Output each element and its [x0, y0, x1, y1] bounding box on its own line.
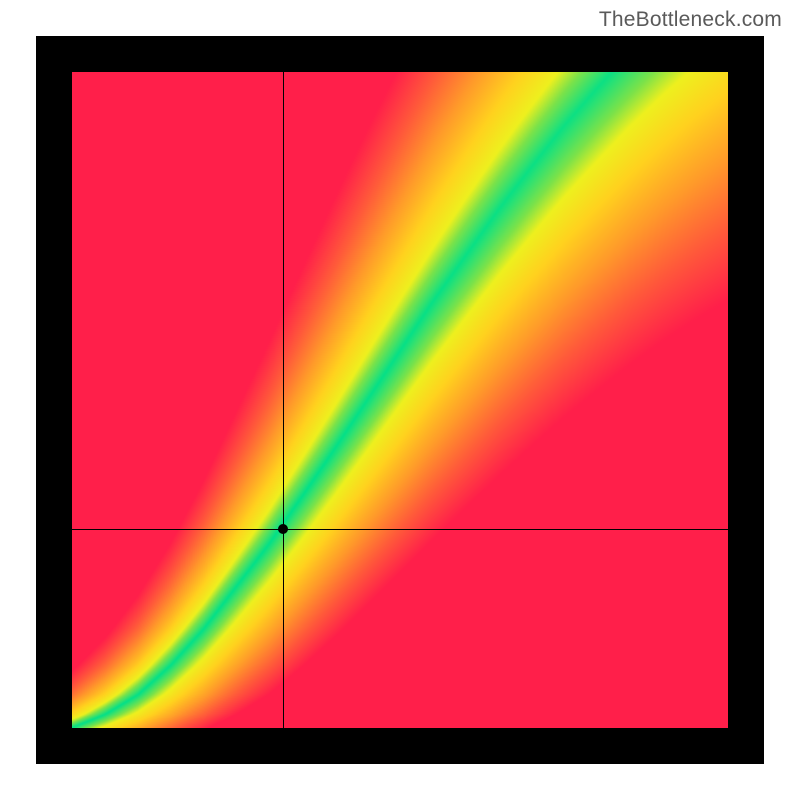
- crosshair-vertical: [283, 72, 284, 728]
- heatmap-canvas: [72, 72, 728, 728]
- selection-marker: [278, 524, 288, 534]
- site-watermark: TheBottleneck.com: [599, 8, 782, 32]
- chart-container: TheBottleneck.com: [0, 0, 800, 800]
- plot-frame: [36, 36, 764, 764]
- crosshair-horizontal: [72, 529, 728, 530]
